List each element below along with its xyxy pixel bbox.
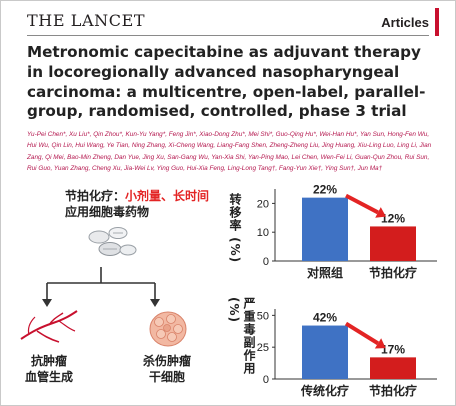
outcome-right-line-1: 杀伤肿瘤 bbox=[142, 354, 191, 368]
chart-1-bar bbox=[302, 197, 348, 261]
section-label: Articles bbox=[381, 15, 429, 30]
outcome-kill-stem-cells: 杀伤肿瘤 干细胞 bbox=[129, 353, 205, 385]
outcome-left-line-2: 血管生成 bbox=[24, 370, 73, 384]
chart-1-data-label: 12% bbox=[381, 211, 405, 225]
chart-metastasis: 转移率 (%) 0 10 20 22% 对照组 12% 节拍化疗 bbox=[227, 183, 447, 289]
chart-1-svg: 0 10 20 22% 对照组 12% 节拍化疗 bbox=[257, 183, 437, 280]
definition-sub: 应用细胞毒药物 bbox=[65, 205, 150, 219]
outcome-right-line-2: 干细胞 bbox=[148, 370, 185, 384]
journal-name: THE LANCET bbox=[27, 11, 146, 30]
header-rule bbox=[27, 35, 429, 36]
chart-1-category-label: 节拍化疗 bbox=[369, 265, 417, 280]
chart-1-bar bbox=[370, 226, 416, 261]
chart-2-tick-label: 0 bbox=[263, 374, 269, 386]
pill-bottle-icon bbox=[88, 227, 137, 256]
paper-title: Metronomic capecitabine as adjuvant ther… bbox=[27, 43, 426, 121]
lancet-red-bar bbox=[435, 8, 439, 36]
chart-1-data-label: 22% bbox=[313, 183, 337, 197]
chart-1-tick-label: 20 bbox=[257, 198, 269, 210]
outcome-anti-angiogenesis: 抗肿瘤 血管生成 bbox=[13, 353, 85, 385]
chart-2-tick-label: 50 bbox=[257, 310, 269, 322]
chart-2-bar bbox=[370, 357, 416, 379]
chart-2-category-label: 传统化疗 bbox=[300, 383, 349, 398]
definition-prefix: 节拍化疗： bbox=[65, 189, 126, 203]
chart-1-tick-label: 10 bbox=[257, 227, 269, 239]
outcome-left-line-1: 抗肿瘤 bbox=[30, 354, 67, 368]
chart-2-svg: 0 25 50 42% 传统化疗 17% 节拍化疗 bbox=[257, 309, 437, 398]
chart-1-category-label: 对照组 bbox=[307, 265, 343, 280]
author-list: Yu-Pei Chen*, Xu Liu*, Qin Zhou*, Kun-Yu… bbox=[27, 131, 432, 173]
blood-vessel-icon bbox=[20, 310, 78, 343]
chart-2-data-label: 42% bbox=[313, 311, 337, 325]
chart-2-tick-label: 25 bbox=[257, 342, 269, 354]
metronomic-definition: 节拍化疗：小剂量、长时间 bbox=[65, 187, 209, 204]
chart-2-ylabel: 严重毒副作用 (%) bbox=[227, 297, 256, 375]
decrease-arrow-icon bbox=[345, 193, 386, 218]
chart-2-data-label: 17% bbox=[381, 342, 405, 356]
chart-1-ylabel: 转移率 (%) bbox=[228, 193, 242, 264]
definition-highlight: 小剂量、长时间 bbox=[125, 189, 210, 203]
decrease-arrow-icon bbox=[344, 321, 386, 349]
arrow-tree-icon bbox=[42, 267, 160, 307]
chart-2-category-label: 节拍化疗 bbox=[369, 383, 417, 398]
chart-2-bar bbox=[302, 325, 348, 379]
chart-1-tick-label: 0 bbox=[263, 256, 269, 268]
chart-toxicity: 严重毒副作用 (%) 0 25 50 42% 传统化疗 17% 节拍化疗 bbox=[227, 295, 447, 405]
tumor-cell-icon bbox=[149, 311, 187, 347]
